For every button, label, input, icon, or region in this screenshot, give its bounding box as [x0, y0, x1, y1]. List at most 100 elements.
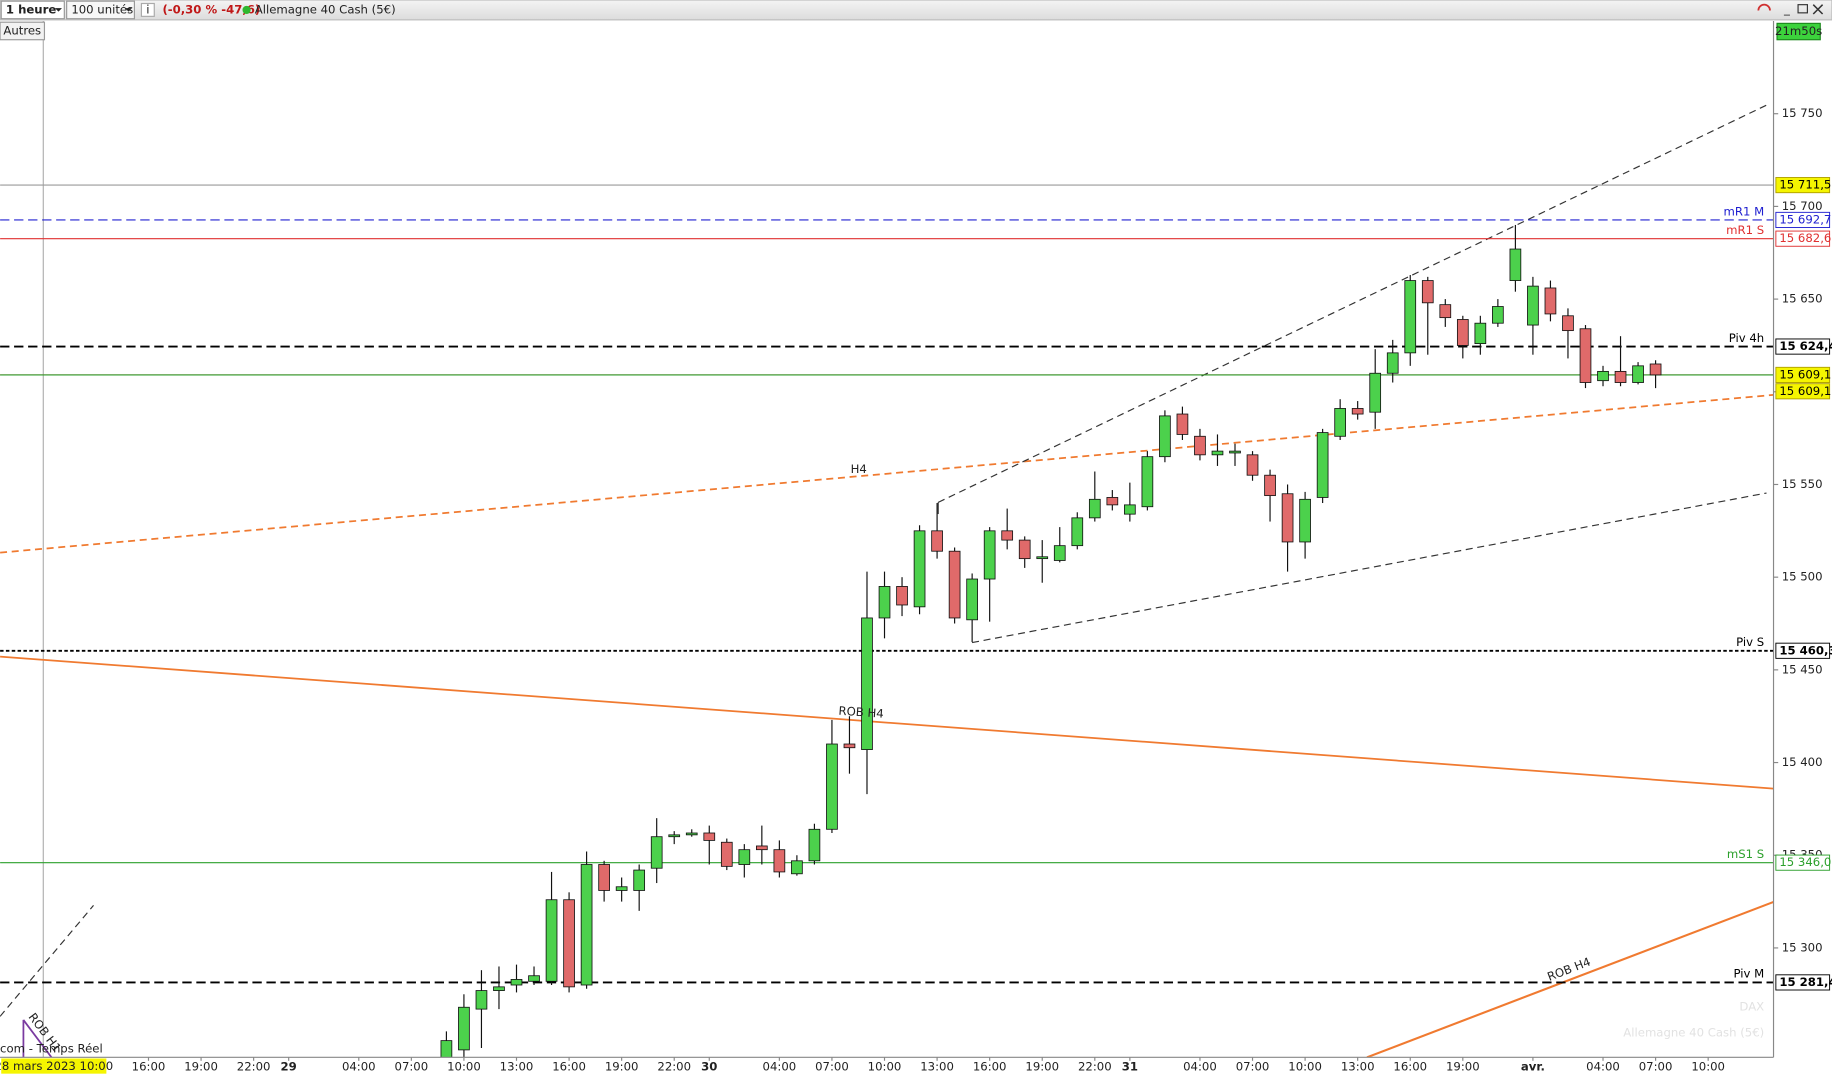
candle-body [773, 849, 786, 873]
candles [440, 224, 1662, 1058]
x-tick-label: 13:00 [920, 1060, 954, 1074]
candle-body [1141, 456, 1154, 508]
candle-body [633, 869, 646, 891]
sync-icon[interactable] [1757, 3, 1771, 11]
x-tick-label: 22:00 [1078, 1060, 1112, 1074]
candle-body [1509, 248, 1522, 281]
candle-body [563, 899, 575, 988]
channel-line [0, 905, 94, 1017]
level-badge [1775, 230, 1831, 247]
level-value: 15 711,5 [1779, 178, 1831, 192]
x-tick-label: 19:00 [1025, 1060, 1059, 1074]
candle-body [685, 832, 698, 836]
level-name: mR1 M [1723, 204, 1764, 218]
candle-body [1088, 498, 1101, 519]
others-label: Autres [3, 23, 41, 37]
info-icon: i [146, 2, 149, 16]
candle-body [1001, 530, 1014, 541]
watermark-symbol: DAX [1739, 1000, 1764, 1014]
others-button[interactable] [0, 21, 46, 41]
trend-line [1366, 900, 1774, 1058]
candle-body [1597, 370, 1609, 382]
candle-body [1649, 363, 1662, 376]
candle-body [668, 834, 681, 838]
candle-body [1159, 415, 1171, 458]
x-tick-label: 07:00 [1236, 1060, 1270, 1074]
instrument: Allemagne 40 Cash (5€) [255, 2, 396, 16]
candle-body [913, 530, 926, 608]
levels: mR1 M mR1 S Piv 4h Piv S mS1 S Piv M [0, 184, 1774, 984]
close-icon[interactable] [1812, 4, 1824, 15]
level-name: mR1 S [1726, 223, 1764, 237]
level-name: mS1 S [1727, 847, 1764, 861]
candle-body [1264, 474, 1276, 497]
dropdown-arrow [54, 8, 62, 12]
level-badge [1775, 642, 1831, 659]
annotation: ROB H4 [838, 704, 884, 721]
level-badge [1775, 366, 1831, 383]
candle-body [966, 578, 978, 621]
x-tick-label: 30 [701, 1060, 717, 1074]
level-name: Piv S [1736, 635, 1764, 649]
candle-body [1018, 539, 1031, 560]
level-value: 15 281,4 [1779, 975, 1832, 989]
candle-body [1562, 315, 1574, 332]
level-badge [1775, 854, 1831, 871]
x-tick-label: 07:00 [1639, 1060, 1673, 1074]
quantity: 100 unités [71, 2, 133, 16]
candle-body [545, 899, 558, 982]
candle-body [703, 832, 716, 841]
source-label: com - Temps Réel [0, 1042, 103, 1056]
candle-body [1369, 372, 1382, 413]
level-value: 15 609,1 [1779, 367, 1831, 381]
candle-body [650, 836, 663, 869]
candle-body [1106, 497, 1119, 506]
candle-body [843, 743, 856, 749]
candle-body [1456, 319, 1469, 346]
x-tick-label: 13:00 [500, 1060, 534, 1074]
restore-icon[interactable] [1797, 4, 1808, 14]
y-tick-label: 15 650 [1782, 292, 1823, 306]
dropdown-arrow [125, 8, 133, 12]
change: (-0,30 % -47,6) [162, 2, 260, 16]
info-button[interactable] [140, 2, 155, 17]
trend-line [0, 394, 1774, 554]
x-tick-label: 04:00 [1586, 1060, 1620, 1074]
candle-body [738, 849, 751, 865]
level-value: 15 346,0 [1779, 855, 1831, 869]
y-tick-label: 15 750 [1782, 106, 1823, 120]
candle-body [1229, 450, 1241, 454]
trend-line [0, 655, 1774, 790]
x-tick-label: 19:00 [605, 1060, 639, 1074]
candle-body [1246, 454, 1259, 476]
level-badge [1775, 383, 1831, 400]
candle-body [580, 864, 593, 986]
candle-body [1334, 408, 1346, 437]
level-badge [1775, 338, 1831, 355]
timeframe: 1 heure [6, 2, 56, 16]
x-tick-label: 07:00 [395, 1060, 429, 1074]
candle-body [615, 886, 628, 891]
x-tick-label: 07:00 [815, 1060, 849, 1074]
timeframe-select[interactable] [0, 0, 65, 20]
candle-body [1316, 432, 1329, 498]
candle-body [1124, 504, 1136, 515]
candle-body [528, 975, 540, 982]
x-tick-label: 22:00 [237, 1060, 271, 1074]
y-tick-label: 15 550 [1782, 477, 1823, 491]
candle-body [1527, 285, 1539, 326]
level-value: 15 624,4 [1779, 339, 1832, 353]
candle-body [1474, 322, 1487, 345]
candle-body [1299, 498, 1311, 543]
level-value: 15 692,7 [1779, 212, 1831, 226]
x-tick-label: 19:00 [1446, 1060, 1480, 1074]
y-tick-label: 15 500 [1782, 570, 1823, 584]
candle-body [1579, 328, 1592, 383]
level-badge [1775, 211, 1831, 229]
quantity-select[interactable] [66, 0, 135, 20]
x-tick-label: 10:00 [447, 1060, 481, 1074]
y-tick-label: 15 400 [1782, 755, 1823, 769]
candle-body [1351, 408, 1364, 415]
minimize-icon[interactable]: _ [1783, 2, 1790, 16]
